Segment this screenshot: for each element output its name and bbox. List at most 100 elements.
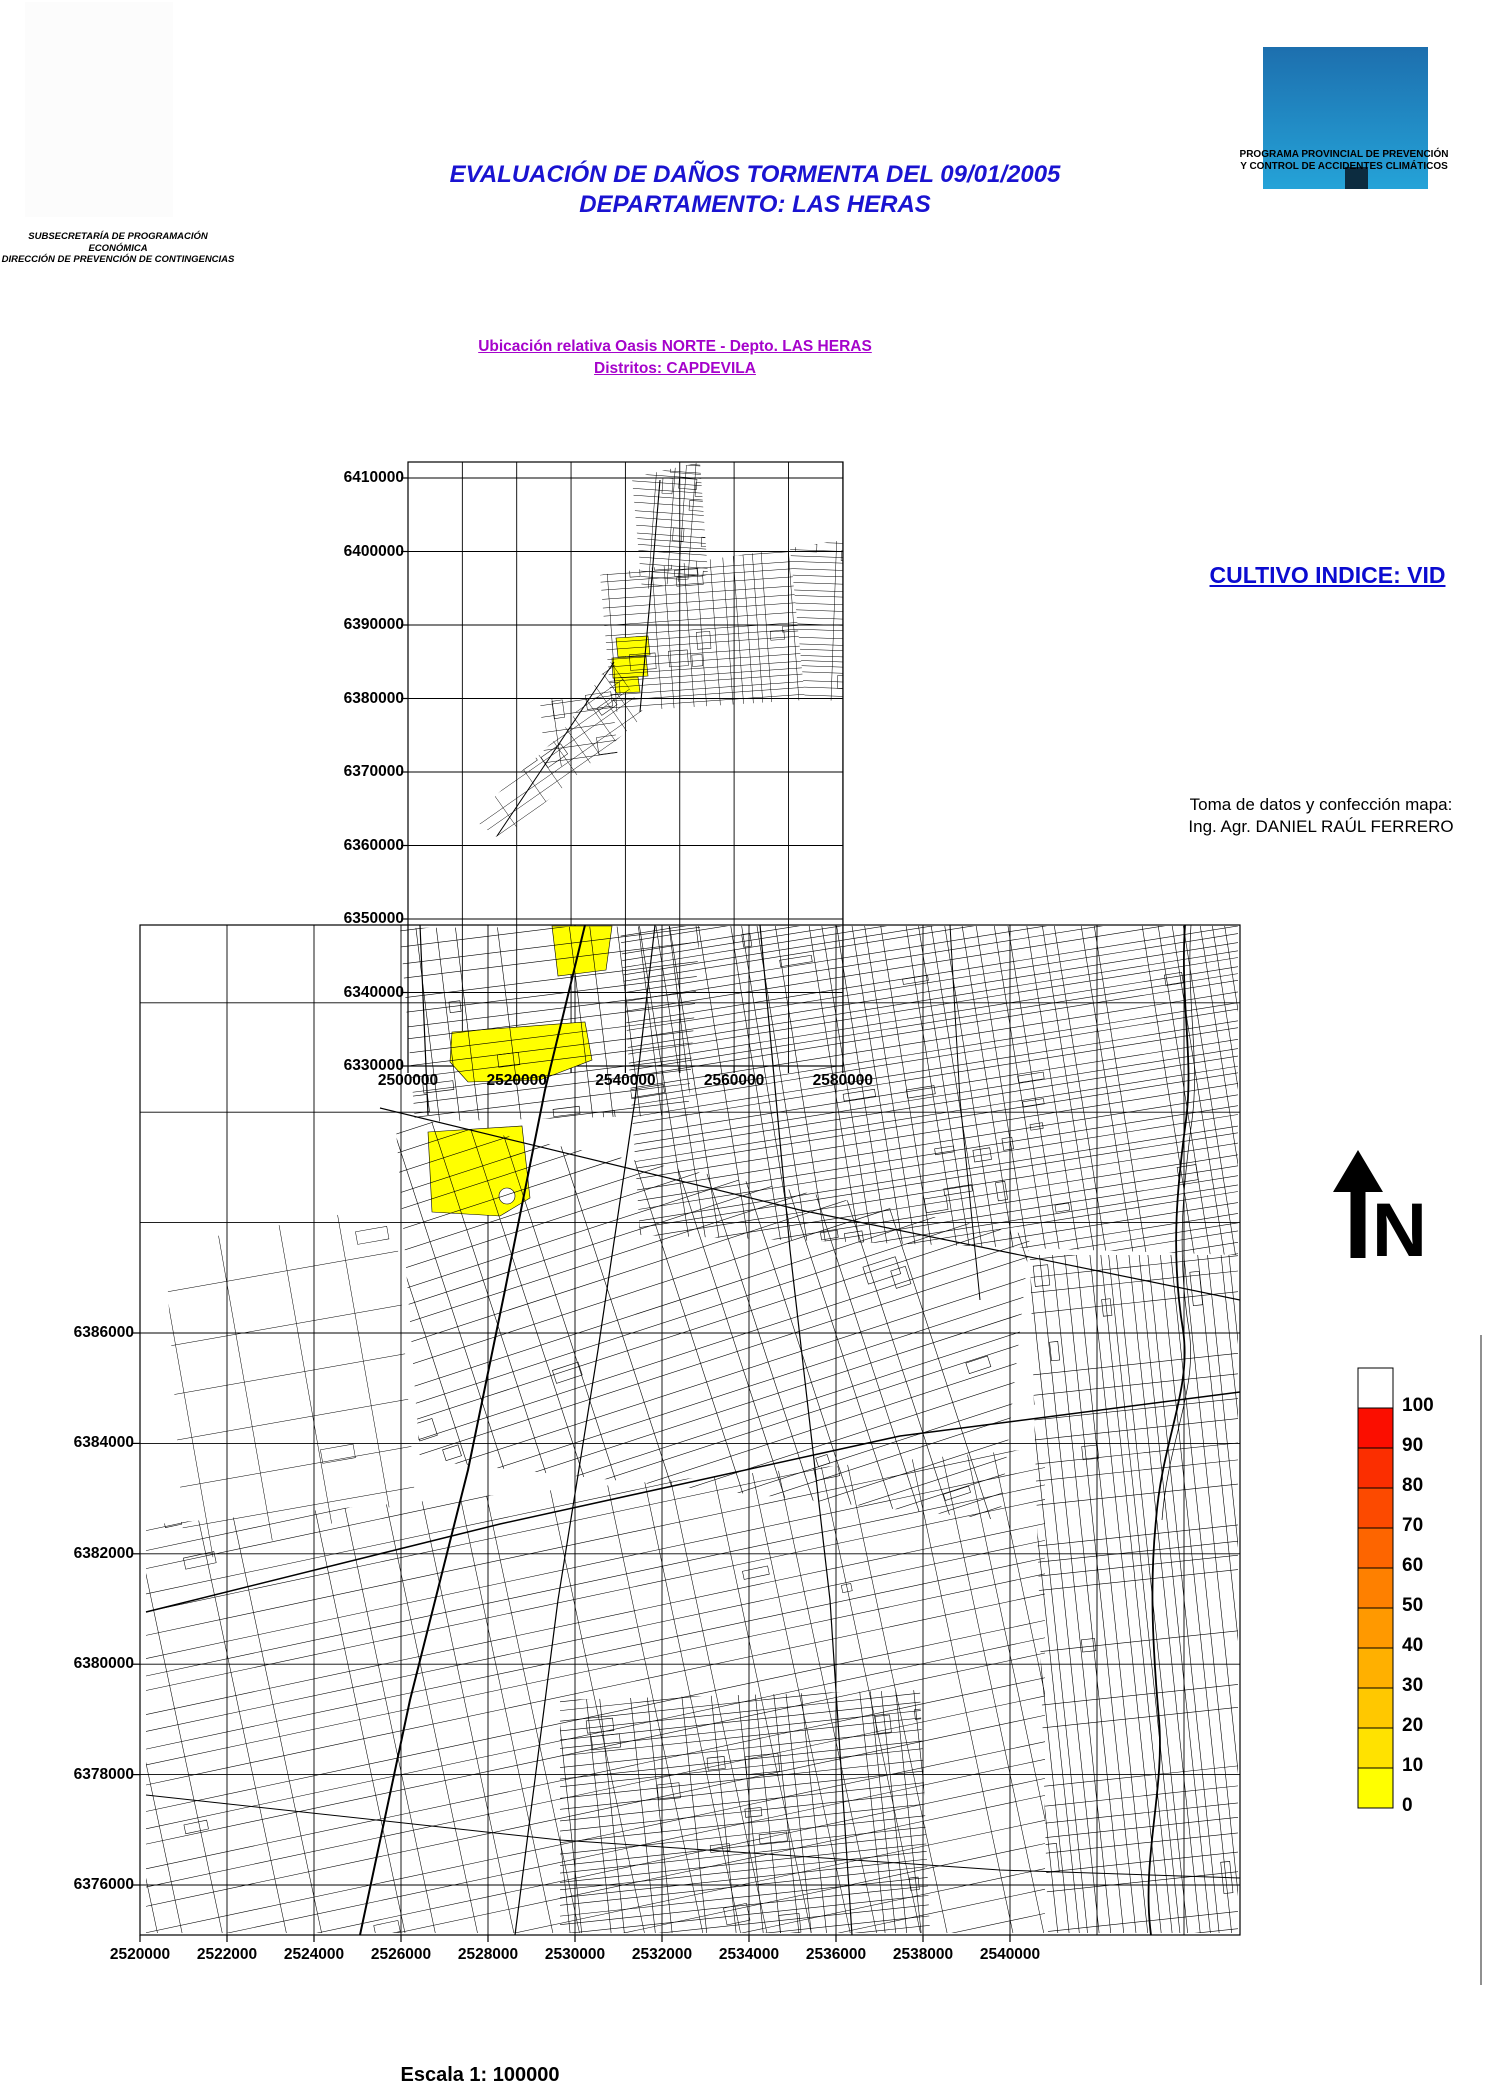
legend-value-label: 60 — [1402, 1555, 1424, 1576]
detail-x-tick-label: 2520000 — [109, 1946, 171, 1963]
overview-x-tick-label: 2520000 — [486, 1072, 547, 1089]
legend-color-cell — [1357, 1407, 1394, 1449]
legend-value-label: 20 — [1402, 1715, 1424, 1736]
detail-x-tick-label: 2534000 — [718, 1946, 780, 1963]
overview-x-tick-label: 2560000 — [703, 1072, 765, 1089]
channel-line-2 — [1161, 925, 1195, 1521]
road-line — [639, 479, 661, 713]
detail-map — [133, 924, 1241, 1942]
org-line1: SUBSECRETARÍA DE PROGRAMACIÓN ECONÓMICA — [28, 231, 208, 254]
overview-y-tick-label: 6380000 — [343, 689, 404, 707]
credit-line1: Toma de datos y confección mapa: — [1189, 795, 1453, 814]
credit-block: Toma de datos y confección mapa: Ing. Ag… — [1158, 794, 1484, 838]
legend-color-cell — [1357, 1447, 1394, 1489]
overview-x-tick-label: 2500000 — [377, 1072, 439, 1089]
legend-value-label: 100 — [1402, 1395, 1434, 1416]
title-line1: EVALUACIÓN DE DAÑOS TORMENTA DEL 09/01/2… — [449, 161, 1061, 188]
overview-y-tick-label: 6340000 — [343, 983, 404, 1001]
overview-x-tick-label: 2580000 — [812, 1072, 873, 1089]
detail-x-tick-label: 2532000 — [631, 1946, 693, 1963]
detail-x-tick-label: 2536000 — [805, 1946, 867, 1963]
road-line — [379, 1107, 1240, 1301]
legend-value-label: 10 — [1402, 1755, 1424, 1776]
parcel-mesh — [620, 926, 1238, 1255]
detail-x-tick-label: 2528000 — [457, 1946, 519, 1963]
detail-y-tick-label: 6382000 — [73, 1544, 134, 1562]
overview-y-tick-label: 6350000 — [343, 910, 404, 927]
title-line2: DEPARTAMENTO: LAS HERAS — [579, 191, 931, 218]
parcel-mesh — [395, 1115, 1030, 1520]
program-logo-caption: PROGRAMA PROVINCIAL DE PREVENCIÓN Y CONT… — [1230, 149, 1458, 172]
legend-color-cell — [1357, 1607, 1394, 1649]
detail-x-tick-label: 2526000 — [370, 1946, 432, 1963]
detail-y-tick-label: 6376000 — [73, 1876, 134, 1893]
overview-y-tick-label: 6360000 — [343, 836, 404, 854]
channel-line — [1147, 925, 1190, 1935]
map-subtitle: Ubicación relativa Oasis NORTE - Depto. … — [425, 336, 925, 380]
crop-index-label: CULTIVO INDICE: VID — [1209, 562, 1446, 588]
overview-y-tick-label: 6370000 — [343, 763, 404, 780]
detail-y-tick-label: 6384000 — [73, 1434, 134, 1452]
overview-y-tick-label: 6390000 — [343, 616, 404, 633]
detail-y-tick-label: 6380000 — [73, 1655, 134, 1673]
faded-watermark-logo — [25, 2, 173, 217]
legend-value-label: 90 — [1402, 1435, 1424, 1456]
detail-map-content — [145, 925, 1240, 1935]
detail-x-tick-label: 2522000 — [196, 1946, 258, 1963]
detail-y-tick-label: 6386000 — [73, 1324, 134, 1341]
detail-x-tick-label: 2530000 — [544, 1946, 606, 1963]
legend-value-label: 0 — [1402, 1795, 1413, 1816]
subtitle-line1: Ubicación relativa Oasis NORTE - Depto. … — [478, 338, 872, 355]
logo-caption-line2: Y CONTROL DE ACCIDENTES CLIMÁTICOS — [1240, 160, 1448, 172]
overview-x-tick-label: 2540000 — [595, 1072, 656, 1089]
damage-zone — [427, 1125, 531, 1217]
legend-color-cell — [1357, 1367, 1394, 1409]
page-title: EVALUACIÓN DE DAÑOS TORMENTA DEL 09/01/2… — [260, 160, 1250, 220]
detail-x-tick-label: 2524000 — [283, 1946, 345, 1963]
logo-caption-line1: PROGRAMA PROVINCIAL DE PREVENCIÓN — [1239, 149, 1449, 160]
road-line — [419, 925, 429, 1116]
parcel-mesh — [1030, 1255, 1238, 1933]
parcel-mesh — [146, 1448, 1045, 1933]
north-letter: N — [1372, 1188, 1427, 1273]
detail-y-tick-label: 6378000 — [73, 1765, 134, 1783]
overview-y-tick-label: 6400000 — [343, 542, 404, 560]
legend-color-bar — [1357, 1367, 1394, 1809]
parcel-mesh — [632, 462, 708, 590]
parcel-mesh — [790, 527, 843, 703]
overview-y-tick-label: 6410000 — [343, 469, 404, 486]
road-line — [359, 925, 586, 1935]
parcel-mesh — [472, 660, 645, 840]
legend-color-cell — [1357, 1687, 1394, 1729]
program-logo-mark — [1345, 167, 1368, 189]
parcel-mesh — [400, 926, 700, 1122]
legend-value-label: 30 — [1402, 1675, 1424, 1696]
detail-x-tick-label: 2540000 — [979, 1946, 1041, 1963]
legend-color-cell — [1357, 1647, 1394, 1689]
damage-zone-gap — [498, 1187, 516, 1205]
program-logo — [1263, 47, 1428, 189]
legend-value-label: 80 — [1402, 1475, 1424, 1496]
legend-color-cell — [1357, 1727, 1394, 1769]
parcel-mesh — [560, 1690, 930, 1933]
road-line — [145, 1391, 1240, 1613]
north-arrow: N — [1333, 1150, 1427, 1273]
legend-value-label: 70 — [1402, 1515, 1424, 1536]
parcel-mesh — [600, 548, 805, 712]
damage-zone — [611, 655, 649, 679]
org-header: SUBSECRETARÍA DE PROGRAMACIÓN ECONÓMICA … — [0, 231, 236, 266]
legend-color-cell — [1357, 1487, 1394, 1529]
overview-map — [401, 461, 844, 1073]
scale-label: Escala 1: 100000 — [400, 2064, 560, 2086]
legend-color-cell — [1357, 1767, 1394, 1809]
detail-x-tick-label: 2538000 — [892, 1946, 954, 1963]
credit-line2: Ing. Agr. DANIEL RAÚL FERRERO — [1188, 817, 1454, 836]
subtitle-line2: Distritos: CAPDEVILA — [594, 360, 756, 377]
road-line — [759, 925, 853, 1935]
legend-color-cell — [1357, 1567, 1394, 1609]
legend-value-label: 50 — [1402, 1595, 1424, 1616]
road-line — [496, 661, 615, 837]
legend-color-cell — [1357, 1527, 1394, 1569]
